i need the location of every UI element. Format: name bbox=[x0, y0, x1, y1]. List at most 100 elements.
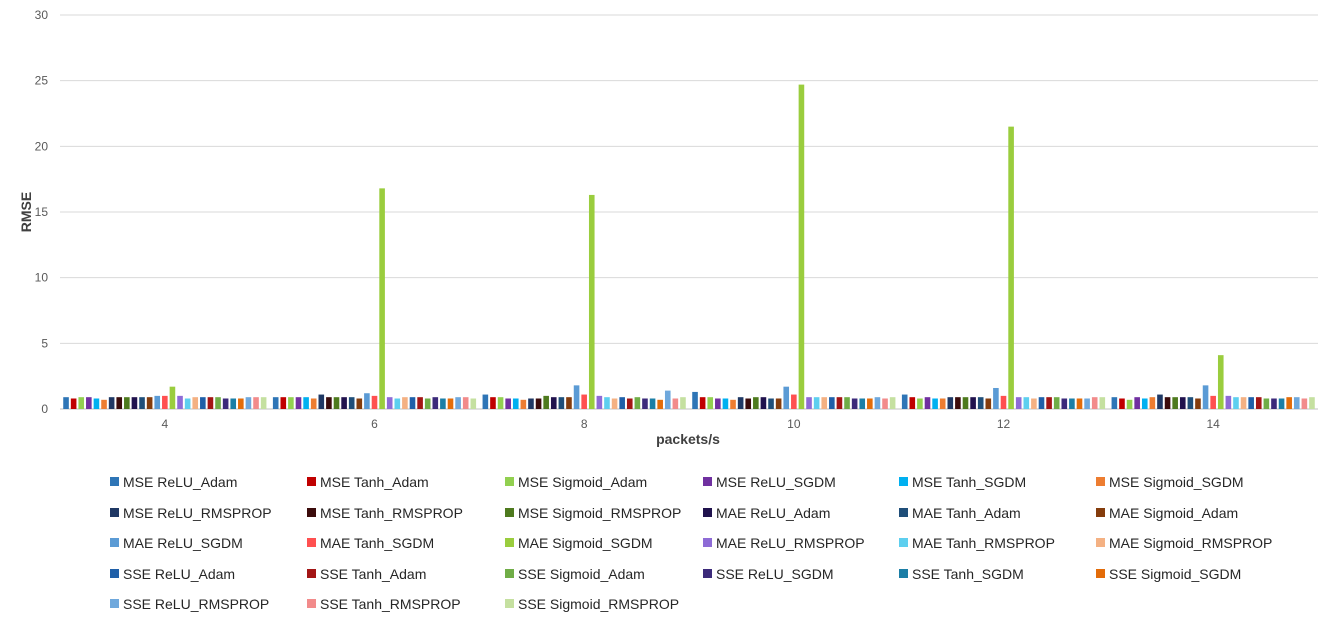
bar bbox=[1038, 397, 1045, 409]
bar bbox=[440, 398, 446, 409]
bar bbox=[490, 397, 496, 409]
legend-item: MSE Sigmoid_RMSPROP bbox=[505, 505, 681, 521]
bar bbox=[715, 398, 721, 409]
bar bbox=[626, 398, 633, 409]
bar bbox=[664, 390, 671, 409]
bar bbox=[882, 398, 888, 409]
legend-item: MAE Sigmoid_SGDM bbox=[505, 535, 653, 551]
bar bbox=[917, 398, 923, 409]
legend-item: SSE Tanh_SGDM bbox=[899, 566, 1024, 582]
bar bbox=[1301, 398, 1308, 409]
bar bbox=[1217, 355, 1224, 409]
legend-label: SSE Sigmoid_Adam bbox=[518, 566, 645, 582]
legend-label: MAE ReLU_RMSPROP bbox=[716, 535, 865, 551]
legend-item: MSE Sigmoid_SGDM bbox=[1096, 474, 1244, 490]
bar bbox=[222, 398, 229, 409]
legend-label: MSE Sigmoid_RMSPROP bbox=[518, 505, 681, 521]
legend-label: SSE ReLU_SGDM bbox=[716, 566, 833, 582]
legend-item: MAE Tanh_RMSPROP bbox=[899, 535, 1055, 551]
y-tick-label: 15 bbox=[35, 205, 49, 219]
bar bbox=[70, 398, 77, 409]
legend-label: MAE Tanh_SGDM bbox=[320, 535, 434, 551]
bar bbox=[200, 397, 206, 409]
bar bbox=[177, 395, 183, 409]
bar bbox=[874, 397, 881, 409]
bar bbox=[528, 398, 534, 409]
bar bbox=[1141, 398, 1148, 409]
bar bbox=[146, 397, 153, 409]
legend-swatch bbox=[703, 538, 712, 547]
legend-swatch bbox=[307, 538, 316, 547]
bar bbox=[1195, 398, 1201, 409]
bar bbox=[139, 397, 145, 409]
bar bbox=[447, 398, 454, 409]
legend-label: SSE Sigmoid_RMSPROP bbox=[518, 596, 679, 612]
legend-swatch bbox=[505, 538, 514, 547]
bar bbox=[470, 398, 477, 409]
bar bbox=[588, 194, 595, 409]
bar bbox=[775, 398, 782, 409]
legend-swatch bbox=[703, 508, 712, 517]
x-tick-label: 4 bbox=[161, 417, 168, 431]
bar bbox=[962, 397, 969, 409]
bar bbox=[1099, 397, 1106, 409]
legend-item: SSE ReLU_SGDM bbox=[703, 566, 833, 582]
y-tick-label: 10 bbox=[35, 271, 49, 285]
legend-label: MAE Sigmoid_Adam bbox=[1109, 505, 1238, 521]
legend-item: SSE Tanh_Adam bbox=[307, 566, 426, 582]
bar bbox=[745, 398, 752, 409]
legend-item: SSE Sigmoid_RMSPROP bbox=[505, 596, 679, 612]
legend-label: SSE ReLU_RMSPROP bbox=[123, 596, 269, 612]
bar bbox=[1023, 397, 1030, 409]
legend-item: MSE Tanh_SGDM bbox=[899, 474, 1026, 490]
legend-label: SSE Tanh_RMSPROP bbox=[320, 596, 461, 612]
bar bbox=[1076, 398, 1083, 409]
bar bbox=[558, 397, 565, 409]
x-axis-title: packets/s bbox=[656, 431, 720, 447]
bar bbox=[1210, 395, 1216, 409]
bar bbox=[280, 397, 287, 409]
bar bbox=[730, 399, 736, 409]
legend-label: MSE Tanh_RMSPROP bbox=[320, 505, 463, 521]
bar bbox=[424, 398, 431, 409]
bar bbox=[760, 397, 767, 409]
bar bbox=[101, 399, 107, 409]
legend-swatch bbox=[505, 599, 514, 608]
bar bbox=[970, 397, 976, 409]
bar bbox=[116, 397, 123, 409]
legend-item: MAE ReLU_RMSPROP bbox=[703, 535, 865, 551]
legend-label: MSE Sigmoid_Adam bbox=[518, 474, 647, 490]
bar bbox=[1111, 397, 1118, 409]
bar bbox=[379, 188, 385, 409]
bar bbox=[409, 397, 416, 409]
bar bbox=[1119, 398, 1125, 409]
legend-item: SSE ReLU_RMSPROP bbox=[110, 596, 269, 612]
bar bbox=[402, 397, 408, 409]
bar bbox=[1069, 398, 1075, 409]
bar bbox=[753, 397, 759, 409]
bar bbox=[371, 395, 378, 409]
bar bbox=[806, 397, 812, 409]
bar bbox=[649, 398, 656, 409]
bar bbox=[813, 397, 820, 409]
bar bbox=[341, 397, 347, 409]
bar bbox=[901, 394, 908, 409]
bar bbox=[566, 397, 572, 409]
legend-swatch bbox=[505, 569, 514, 578]
legend-label: MSE Tanh_Adam bbox=[320, 474, 429, 490]
y-tick-label: 20 bbox=[35, 139, 49, 153]
bar bbox=[303, 397, 309, 409]
bar bbox=[1309, 397, 1315, 409]
bar bbox=[364, 393, 370, 409]
bar bbox=[581, 394, 587, 409]
bar bbox=[1271, 398, 1277, 409]
bar bbox=[947, 397, 954, 409]
bar bbox=[1157, 394, 1163, 409]
legend-swatch bbox=[899, 477, 908, 486]
gridlines bbox=[60, 14, 1318, 410]
legend-item: MSE Tanh_Adam bbox=[307, 474, 429, 490]
bar bbox=[162, 395, 168, 409]
bar bbox=[348, 397, 355, 409]
bar bbox=[1015, 397, 1022, 409]
legend-item: MAE ReLU_Adam bbox=[703, 505, 830, 521]
